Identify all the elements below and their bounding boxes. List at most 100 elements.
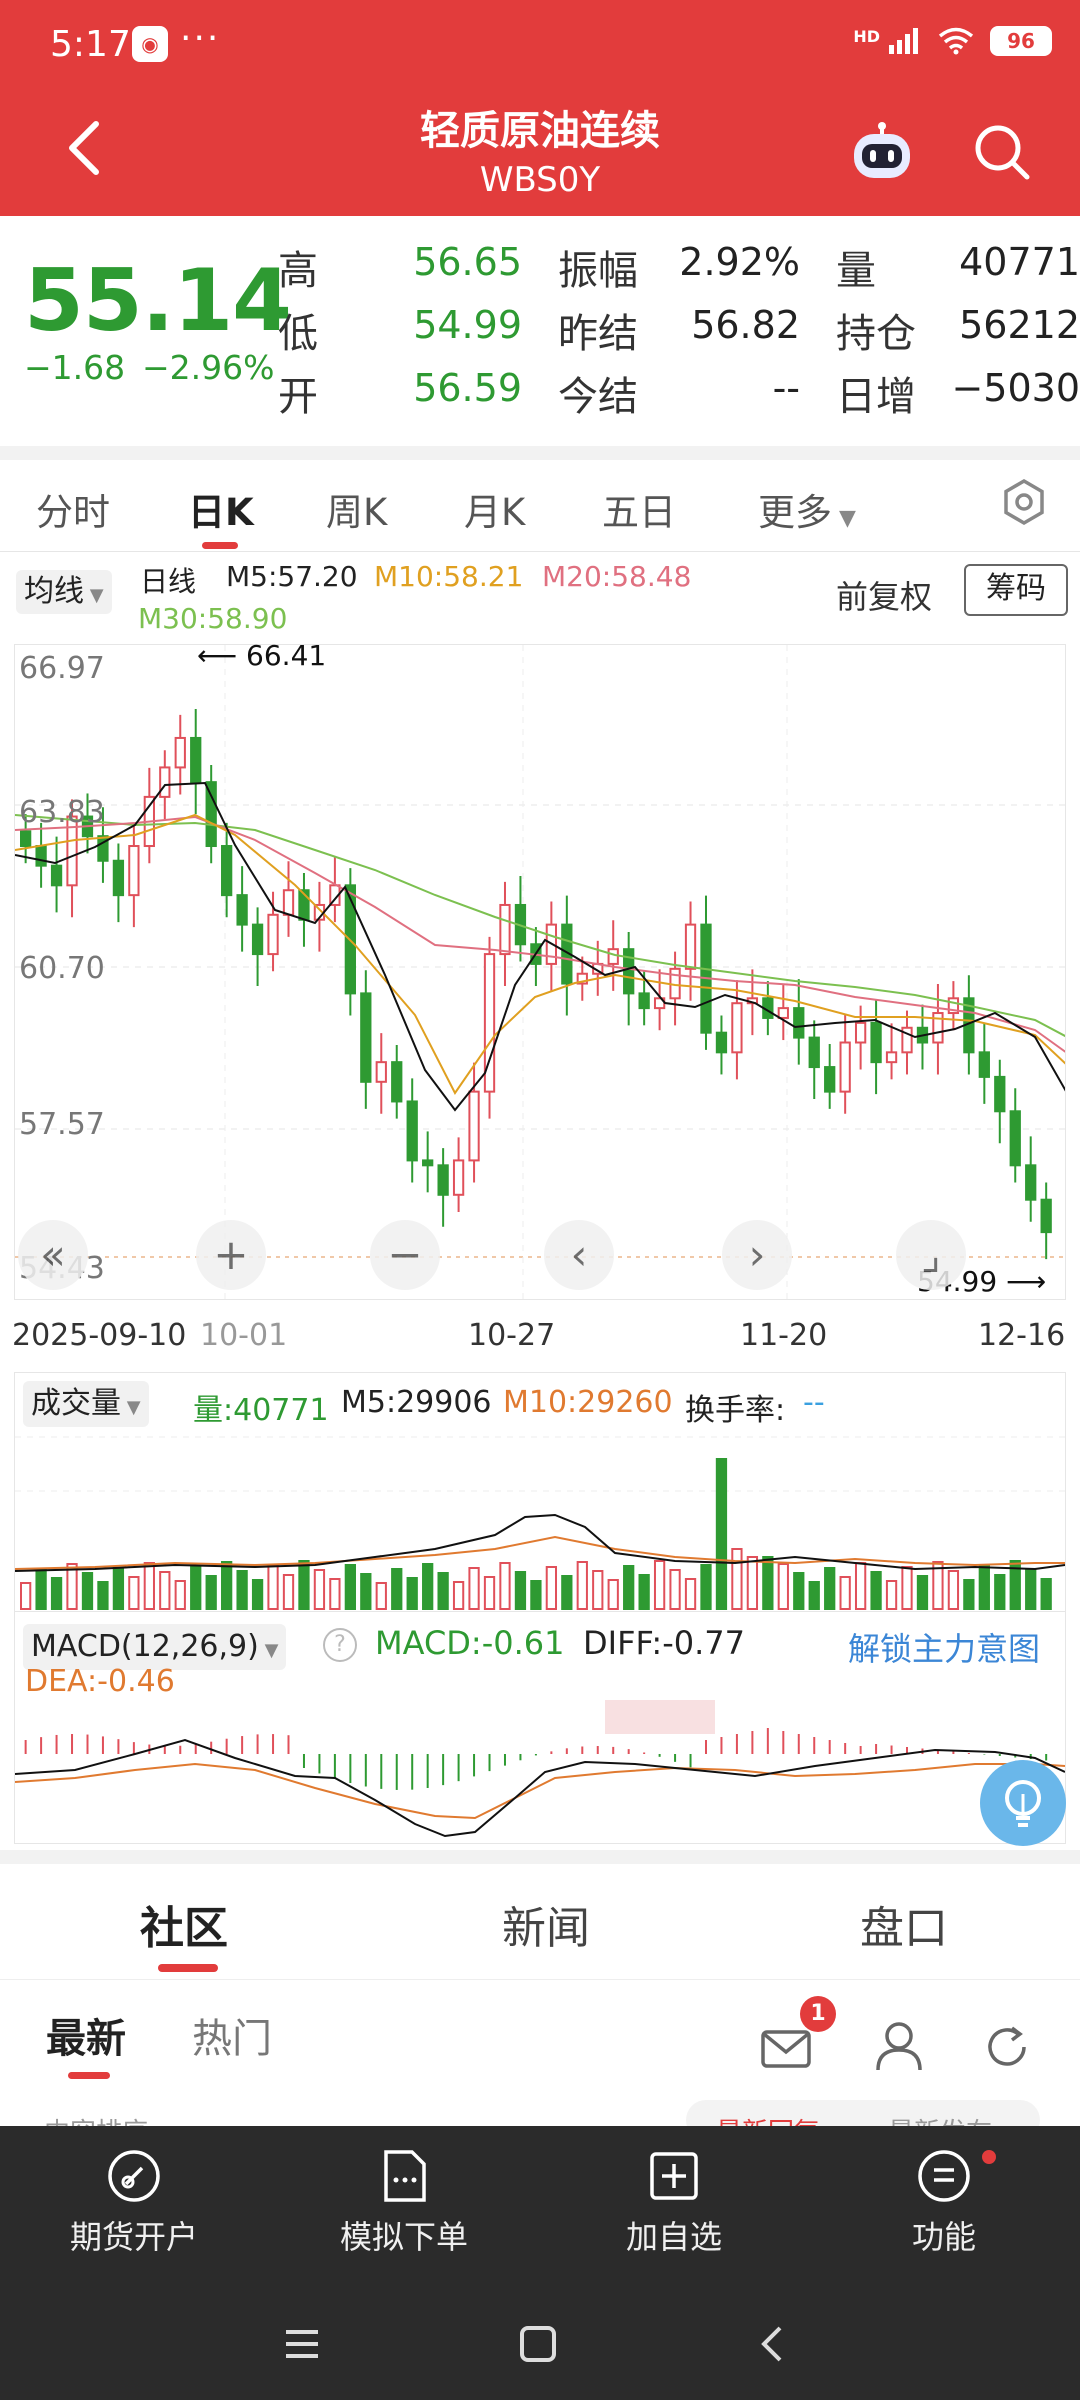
tab-daily-k[interactable]: 日K	[188, 491, 254, 534]
candle-body	[112, 859, 125, 897]
lightbulb-glyph	[1005, 1780, 1041, 1827]
search-icon[interactable]	[972, 122, 1032, 182]
candle-body	[97, 835, 109, 862]
candle-body	[251, 923, 264, 956]
volume-panel[interactable]: 成交量 ▼ 量:40771 M5:29906 M10:29260 换手率: --	[14, 1372, 1066, 1612]
ai-assistant-icon[interactable]	[850, 122, 914, 184]
volume-bar-group	[20, 1458, 1052, 1610]
tab-community[interactable]: 社区	[140, 1903, 228, 1954]
scroll-right-icon[interactable]: ›	[722, 1220, 792, 1290]
high-label: 高	[278, 248, 318, 294]
candle-body	[391, 1061, 403, 1103]
prev-settle-value: 56.82	[691, 303, 800, 347]
volume-bar	[468, 1567, 480, 1610]
home-icon[interactable]	[518, 2324, 558, 2364]
volume-bar	[221, 1561, 233, 1610]
quote-panel: 55.14 −1.68 −2.96% 高 56.65 低 54.99 开 56.…	[0, 216, 1080, 446]
settle-label: 今结	[558, 374, 638, 420]
candle-body	[684, 923, 697, 970]
chip-button[interactable]: 筹码	[964, 564, 1068, 616]
tab-news[interactable]: 新闻	[502, 1903, 590, 1954]
tab-more[interactable]: 更多 ▼	[758, 491, 856, 534]
fullscreen-icon[interactable]: ⌟	[896, 1220, 966, 1290]
period-tabs: 分时 日K 周K 月K 五日 更多 ▼	[0, 460, 1080, 552]
volume-bar	[452, 1581, 465, 1610]
wifi-icon	[938, 27, 974, 55]
volume-bar	[561, 1575, 573, 1610]
macd-panel[interactable]: MACD(12,26,9) ▼ ? MACD:-0.61 DIFF:-0.77 …	[14, 1612, 1066, 1844]
unlock-link[interactable]: 解锁主力意图	[848, 1630, 1041, 1668]
candle-body	[468, 1090, 480, 1162]
jump-start-icon[interactable]: «	[18, 1220, 88, 1290]
volume-selector[interactable]: 成交量 ▼	[23, 1381, 149, 1427]
ma-selector[interactable]: 均线 ▼	[16, 570, 112, 614]
volume-bar	[112, 1567, 125, 1610]
high-value: 56.65	[413, 240, 522, 284]
volume-bar	[808, 1581, 820, 1610]
ma20-line	[14, 815, 1068, 1054]
volume-bar	[669, 1569, 681, 1610]
lightbulb-icon[interactable]	[980, 1760, 1066, 1846]
candle-body	[437, 1164, 449, 1196]
candle-body	[607, 948, 619, 965]
active-tab-indicator	[68, 2072, 110, 2079]
arrow-left-icon: ⟵	[197, 639, 247, 672]
help-icon[interactable]: ?	[323, 1628, 357, 1662]
bottom-nav: 期货开户 模拟下单 加自选 功能	[0, 2126, 1080, 2302]
more-dots-icon: ···	[180, 18, 221, 59]
mail-icon[interactable]	[760, 2026, 814, 2070]
zoom-in-icon[interactable]: +	[196, 1220, 266, 1290]
signal-icon	[889, 28, 918, 54]
candle-body	[854, 1021, 867, 1044]
zoom-out-icon[interactable]: −	[370, 1220, 440, 1290]
system-back-icon[interactable]	[752, 2324, 792, 2364]
tab-weekly-k[interactable]: 周K	[326, 491, 388, 534]
back-arrow-icon[interactable]	[60, 118, 110, 178]
kline-plot	[14, 645, 1068, 1299]
volume-bar	[267, 1565, 279, 1610]
tab-order-book[interactable]: 盘口	[860, 1903, 948, 1954]
volume-value: 40771	[959, 240, 1080, 284]
volume-bar	[313, 1569, 326, 1610]
volume-bar	[839, 1576, 851, 1610]
nav-add-watchlist[interactable]: 加自选	[574, 2148, 774, 2258]
tab-latest[interactable]: 最新	[46, 2016, 126, 2062]
nav-simulated-order[interactable]: 模拟下单	[304, 2148, 504, 2258]
candle-body	[839, 1041, 851, 1093]
tab-monthly-k[interactable]: 月K	[464, 491, 526, 534]
low-value: 54.99	[413, 303, 522, 347]
macd-selector[interactable]: MACD(12,26,9) ▼	[23, 1624, 287, 1670]
tab-five-day[interactable]: 五日	[602, 491, 676, 534]
open-value: 56.59	[413, 366, 522, 410]
contract-code: WBS0Y	[479, 160, 601, 200]
price-tick-4: 57.57	[19, 1107, 105, 1142]
price-tick-top: 66.97	[19, 651, 105, 686]
nav-open-account[interactable]: 期货开户	[34, 2148, 234, 2258]
date-tick-1: 2025-09-10	[12, 1318, 187, 1353]
user-icon[interactable]	[874, 2020, 924, 2072]
forward-adjust[interactable]: 前复权	[836, 578, 933, 616]
diff-value: DIFF:-0.77	[583, 1624, 745, 1662]
refresh-icon[interactable]	[982, 2022, 1032, 2072]
tab-intraday[interactable]: 分时	[36, 491, 110, 534]
candle-body	[50, 864, 63, 887]
kline-chart[interactable]: 66.97 63.83 60.70 57.57 54.43 ⟵ 66.41 54…	[14, 639, 1068, 1300]
volume-bar	[653, 1560, 666, 1610]
scroll-left-icon[interactable]: ‹	[544, 1220, 614, 1290]
candle-body	[267, 913, 279, 956]
volume-bar	[514, 1571, 527, 1610]
nav-functions[interactable]: 功能	[844, 2148, 1044, 2258]
prev-settle-label: 昨结	[558, 311, 638, 357]
tab-hot[interactable]: 热门	[192, 2016, 272, 2062]
recent-apps-icon[interactable]	[282, 2324, 322, 2364]
volume-bar	[391, 1568, 403, 1610]
price-tick-3: 60.70	[19, 951, 105, 986]
turnover-value: --	[803, 1385, 825, 1420]
candle-body	[20, 830, 32, 848]
volume-bar	[406, 1577, 418, 1610]
candle-body	[808, 1036, 820, 1069]
dea-line	[15, 1762, 1065, 1820]
ma-indicator-row: 均线 ▼ 日线 M5:57.20 M10:58.21 M20:58.48 M30…	[0, 552, 1080, 644]
active-tab-indicator	[202, 542, 238, 549]
hexagon-settings-icon[interactable]	[1000, 478, 1048, 526]
